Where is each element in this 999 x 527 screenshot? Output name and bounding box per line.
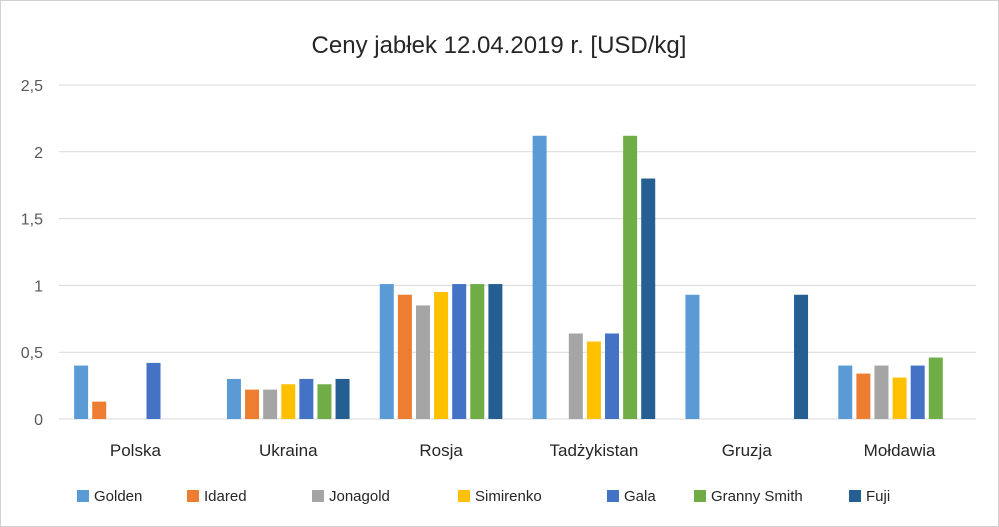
legend-item: Fuji xyxy=(849,488,890,505)
bar-simirenko xyxy=(434,292,449,419)
bar-simirenko xyxy=(586,341,601,419)
bar-simirenko xyxy=(281,384,296,419)
legend-swatch xyxy=(458,490,470,502)
y-tick-label: 0 xyxy=(34,412,43,429)
bar-fuji xyxy=(794,294,809,419)
bar-jonagold xyxy=(415,305,430,419)
legend-label: Granny Smith xyxy=(711,488,803,505)
bar-granny-smith xyxy=(470,284,485,419)
bar-jonagold xyxy=(263,389,278,419)
legend-item: Gala xyxy=(607,488,656,505)
x-axis-categories: Polska Ukraina Rosja Tadżykistan Gruzja Mołda… xyxy=(110,441,936,460)
legend-label: Jonagold xyxy=(329,488,390,505)
bar-gala xyxy=(452,284,467,419)
y-tick-label: 2 xyxy=(34,145,43,162)
y-axis-ticks: 0 0,5 1 1,5 2 2,5 xyxy=(21,78,43,429)
legend-swatch xyxy=(312,490,324,502)
category-label: Gruzja xyxy=(722,441,773,460)
y-tick-label: 1,5 xyxy=(21,212,43,229)
bar-granny-smith xyxy=(928,357,943,419)
legend-item: Jonagold xyxy=(312,488,390,505)
legend-swatch xyxy=(694,490,706,502)
bar-golden xyxy=(532,135,547,419)
category-label: Polska xyxy=(110,441,162,460)
legend-item: Idared xyxy=(187,488,247,505)
legend-item: Golden xyxy=(77,488,142,505)
bar-golden xyxy=(74,365,89,419)
bar-golden xyxy=(685,294,700,419)
legend-label: Idared xyxy=(204,488,247,505)
legend-item: Granny Smith xyxy=(694,488,803,505)
gridlines xyxy=(59,84,976,420)
bar-idared xyxy=(92,401,107,419)
category-label: Ukraina xyxy=(259,441,318,460)
bar-granny-smith xyxy=(317,384,332,419)
y-tick-label: 2,5 xyxy=(21,78,43,95)
legend-label: Gala xyxy=(624,488,656,505)
legend: Golden Idared Jonagold Simirenko Gala Granny … xyxy=(77,488,890,505)
bar-gala xyxy=(605,333,620,419)
bar-granny-smith xyxy=(623,135,638,419)
bar-fuji xyxy=(335,378,350,419)
bar-jonagold xyxy=(568,333,583,419)
y-tick-label: 0,5 xyxy=(21,345,43,362)
legend-swatch xyxy=(187,490,199,502)
chart-title: Ceny jabłek 12.04.2019 r. [USD/kg] xyxy=(312,32,687,59)
legend-swatch xyxy=(849,490,861,502)
category-label: Mołdawia xyxy=(864,441,936,460)
bar-gala xyxy=(299,378,314,419)
y-tick-label: 1 xyxy=(34,278,43,295)
legend-item: Simirenko xyxy=(458,488,542,505)
bar-jonagold xyxy=(874,365,889,419)
legend-label: Golden xyxy=(94,488,142,505)
bar-idared xyxy=(856,373,871,419)
bars xyxy=(74,135,943,419)
legend-label: Simirenko xyxy=(475,488,542,505)
bar-golden xyxy=(226,378,241,419)
bar-idared xyxy=(245,389,260,419)
legend-swatch xyxy=(607,490,619,502)
bar-fuji xyxy=(641,178,656,419)
bar-fuji xyxy=(488,284,503,419)
legend-label: Fuji xyxy=(866,488,890,505)
category-label: Tadżykistan xyxy=(550,441,639,460)
legend-swatch xyxy=(77,490,89,502)
category-label: Rosja xyxy=(419,441,463,460)
bar-simirenko xyxy=(892,377,907,419)
bar-gala xyxy=(910,365,925,419)
bar-golden xyxy=(838,365,853,419)
bar-gala xyxy=(146,362,161,419)
bar-golden xyxy=(379,284,394,419)
bar-idared xyxy=(397,294,412,419)
